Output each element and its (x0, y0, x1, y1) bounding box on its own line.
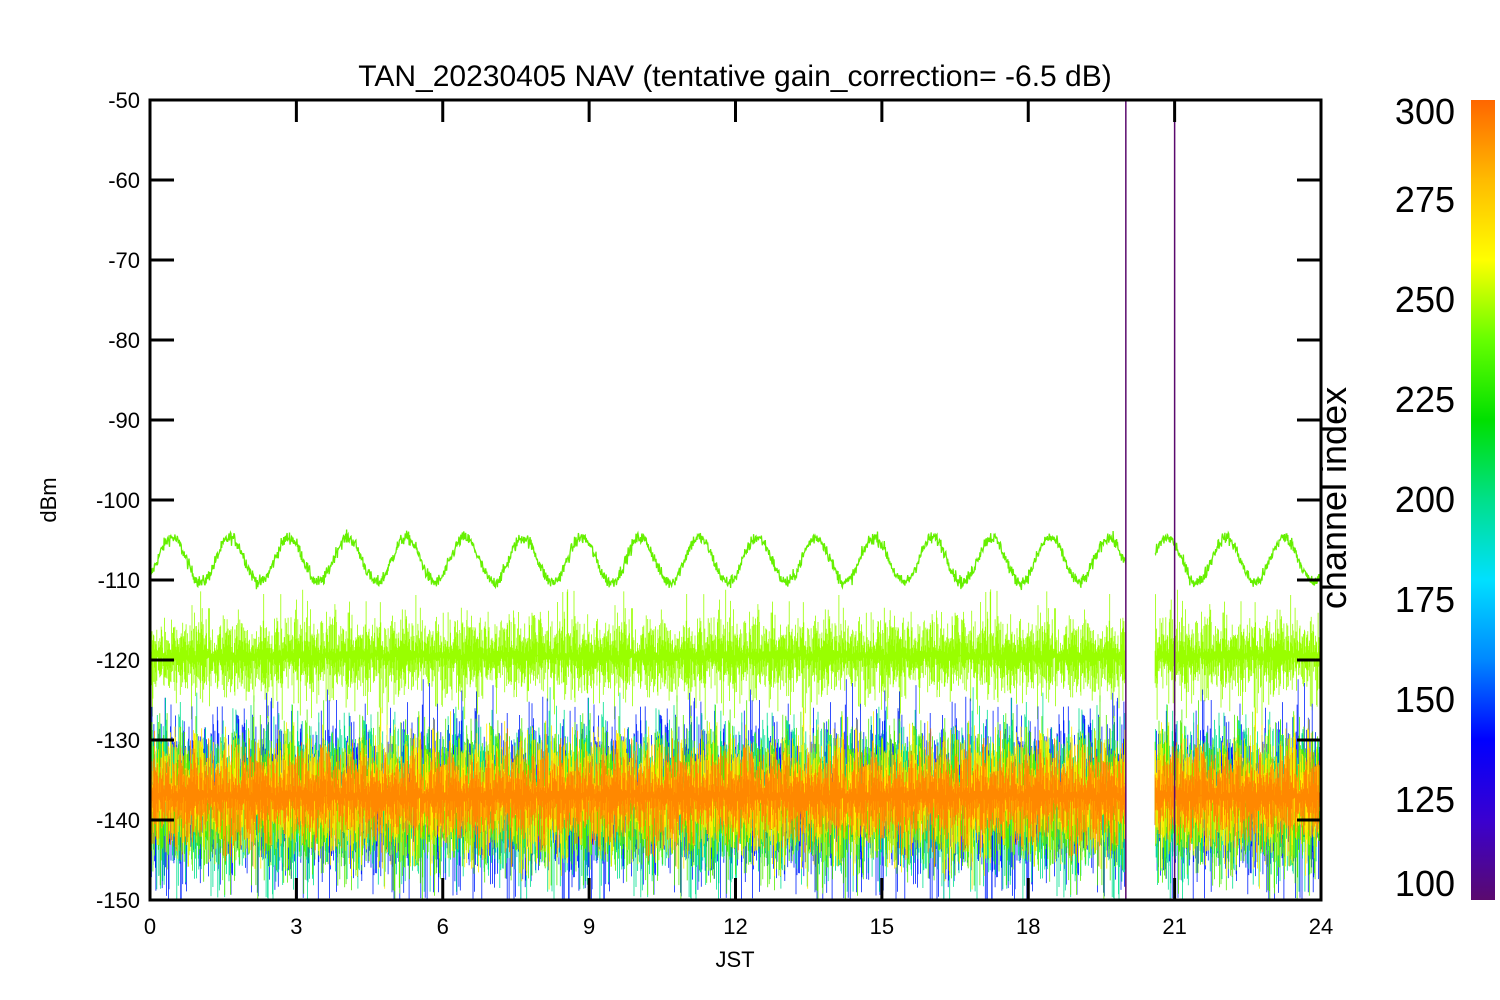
colorbar-tick-label: 300 (1395, 91, 1455, 132)
colorbar-tick-label: 225 (1395, 379, 1455, 420)
colorbar-tick-label: 275 (1395, 179, 1455, 220)
spike-layer (1125, 100, 1176, 900)
x-tick-label: 6 (437, 914, 449, 939)
y-tick-label: -110 (98, 568, 140, 593)
series-ch255 (150, 589, 1321, 737)
colorbar-tick-label: 250 (1395, 279, 1455, 320)
y-tick-label: -140 (96, 808, 140, 833)
series-ch245 (150, 529, 1321, 591)
x-tick-label: 12 (723, 914, 747, 939)
axis-ticks: 0 3 6 9 12 15 18 21 24 -50 -60 -70 -80 -90 -100 -110 -12… (96, 88, 1333, 939)
colorbar-tick-label: 150 (1395, 679, 1455, 720)
x-tick-label: 18 (1016, 914, 1040, 939)
x-axis-label: JST (715, 947, 754, 972)
x-tick-label: 24 (1309, 914, 1333, 939)
y-tick-label: -100 (96, 488, 140, 513)
y-tick-label: -120 (96, 648, 140, 673)
x-tick-label: 0 (144, 914, 156, 939)
y-tick-label: -150 (96, 888, 140, 913)
colorbar-label: channel index (1313, 387, 1354, 609)
y-tick-label: -80 (108, 328, 140, 353)
chart-title: TAN_20230405 NAV (tentative gain_correct… (358, 60, 1112, 93)
y-tick-label: -70 (108, 248, 140, 273)
colorbar-tick-label: 125 (1395, 779, 1455, 820)
colorbar-tick-label: 200 (1395, 479, 1455, 520)
x-tick-label: 15 (870, 914, 894, 939)
y-axis-label: dBm (36, 477, 61, 522)
colorbar-tick-label: 175 (1395, 579, 1455, 620)
x-tick-label: 9 (583, 914, 595, 939)
y-tick-label: -60 (108, 168, 140, 193)
y-tick-label: -50 (108, 88, 140, 113)
x-tick-label: 3 (290, 914, 302, 939)
colorbar (1471, 100, 1495, 900)
x-tick-label: 21 (1162, 914, 1186, 939)
y-tick-label: -90 (108, 408, 140, 433)
series-ch290 (150, 728, 1321, 868)
series-line-ch245 (150, 529, 1321, 591)
series-band-ch255 (150, 589, 1321, 737)
colorbar-tick-label: 100 (1395, 863, 1455, 904)
series-band-ch290 (150, 728, 1321, 868)
series-layer (150, 529, 1321, 900)
y-tick-label: -130 (96, 728, 140, 753)
colorbar-ticks: 100 125 150 175 200 225 250 275 300 (1395, 91, 1455, 904)
